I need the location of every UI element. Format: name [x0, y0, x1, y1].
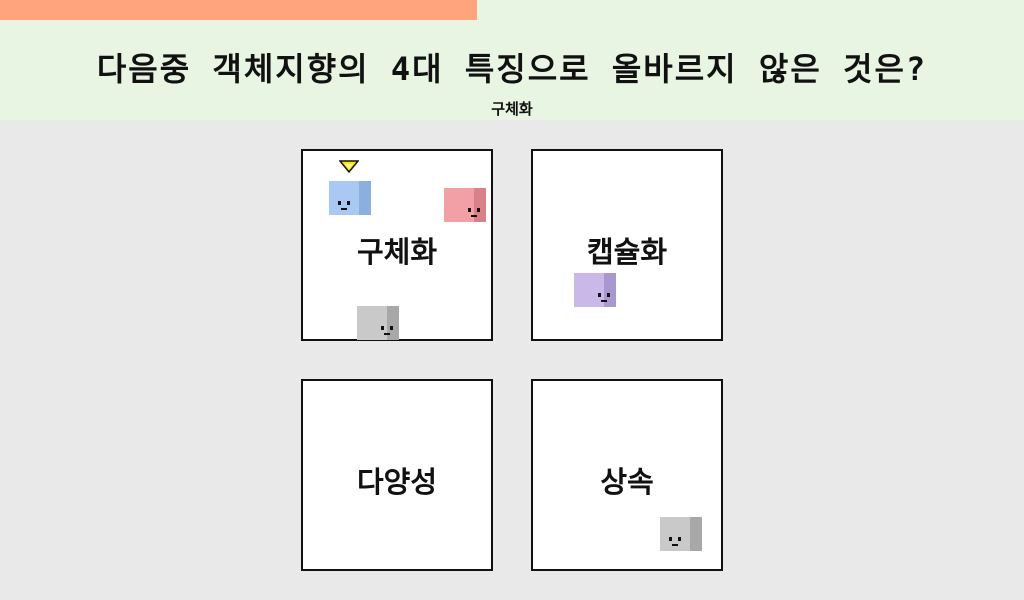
option-card-2[interactable]: 캡슐화	[531, 149, 723, 341]
selected-answer: 구체화	[491, 100, 533, 118]
option-label-2: 캡슐화	[586, 235, 668, 269]
timer-bar	[0, 0, 477, 20]
option-label-4: 상속	[600, 465, 654, 499]
question-header: 다음중 객체지향의 4대 특징으로 올바르지 않은 것은? 구체화	[0, 0, 1024, 120]
gray-cube-avatar	[357, 306, 399, 340]
triangle-down-icon	[339, 160, 359, 174]
question-text: 다음중 객체지향의 4대 특징으로 올바르지 않은 것은?	[96, 50, 928, 88]
purple-cube-avatar	[574, 273, 616, 307]
blue-cube-avatar	[329, 181, 371, 215]
red-cube-avatar	[444, 188, 486, 222]
option-label-3: 다양성	[356, 465, 438, 499]
option-label-1: 구체화	[356, 235, 438, 269]
gray-cube-avatar-2	[660, 517, 702, 551]
option-card-3[interactable]: 다양성	[301, 379, 493, 571]
